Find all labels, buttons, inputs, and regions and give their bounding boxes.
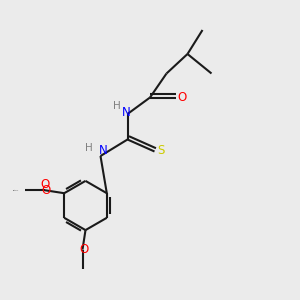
Text: O: O [40,178,49,191]
Text: methoxy: methoxy [13,190,19,191]
Text: N: N [98,144,107,157]
Text: O: O [80,243,88,256]
Text: O: O [178,91,187,104]
Text: N: N [122,106,130,119]
Text: S: S [158,143,165,157]
Text: H: H [85,142,93,153]
Text: H: H [113,100,121,111]
Text: O: O [42,184,51,197]
